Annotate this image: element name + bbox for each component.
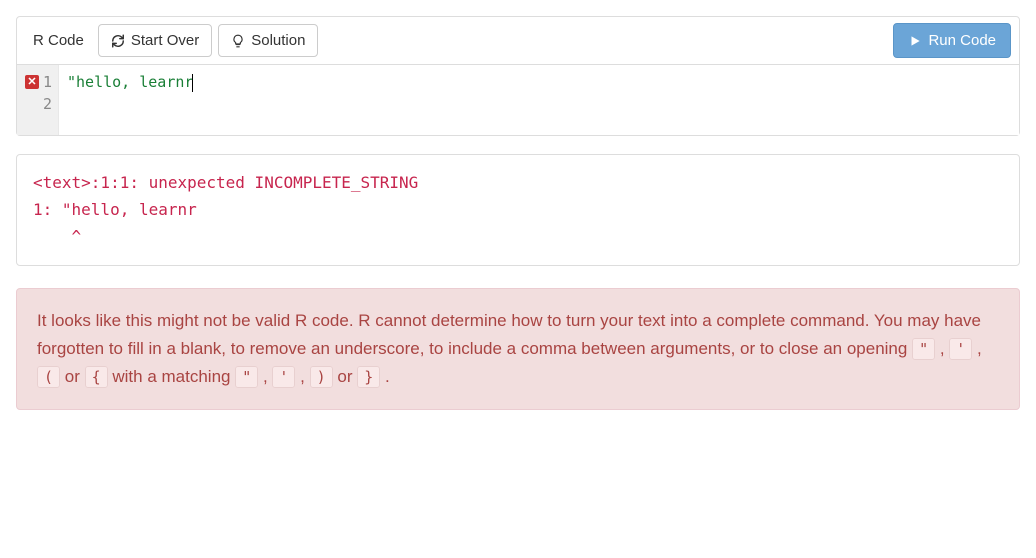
refresh-icon [111,34,125,48]
code-token: ' [272,366,295,388]
sep: , [935,339,949,358]
run-code-label: Run Code [928,30,996,51]
gutter-line: ✕ 1 [17,71,58,93]
solution-button[interactable]: Solution [218,24,318,57]
feedback-alert: It looks like this might not be valid R … [16,288,1020,410]
start-over-label: Start Over [131,30,199,51]
code-line[interactable]: "hello, learnr [67,71,1011,93]
sep: , [258,367,272,386]
sep: , [972,339,981,358]
play-icon [908,34,922,48]
string-token: "hello, learnr [67,73,193,91]
toolbar: R Code Start Over Solution Run Code [17,17,1019,65]
language-label: R Code [25,28,92,53]
feedback-text: . [380,367,389,386]
lightbulb-icon [231,34,245,48]
editor-gutter: ✕ 1 2 [17,65,59,135]
console-output: <text>:1:1: unexpected INCOMPLETE_STRING… [16,154,1020,266]
solution-label: Solution [251,30,305,51]
code-area[interactable]: "hello, learnr [59,65,1019,135]
sep: , [295,367,309,386]
code-token: ' [949,338,972,360]
line-number: 2 [43,95,52,113]
exercise-container: R Code Start Over Solution Run Code [16,16,1020,136]
line-number: 1 [43,73,52,91]
error-marker-icon: ✕ [25,75,39,89]
text-cursor [192,74,193,92]
code-token: " [235,366,258,388]
sep: or [337,367,357,386]
start-over-button[interactable]: Start Over [98,24,212,57]
code-token: ) [310,366,333,388]
sep: or [65,367,85,386]
code-token: { [85,366,108,388]
feedback-text: with a matching [112,367,235,386]
code-token: " [912,338,935,360]
code-token: } [357,366,380,388]
gutter-line: 2 [17,93,58,115]
code-token: ( [37,366,60,388]
code-editor[interactable]: ✕ 1 2 "hello, learnr [17,65,1019,135]
feedback-text: It looks like this might not be valid R … [37,311,981,358]
code-line[interactable] [67,93,1011,115]
run-code-button[interactable]: Run Code [893,23,1011,58]
